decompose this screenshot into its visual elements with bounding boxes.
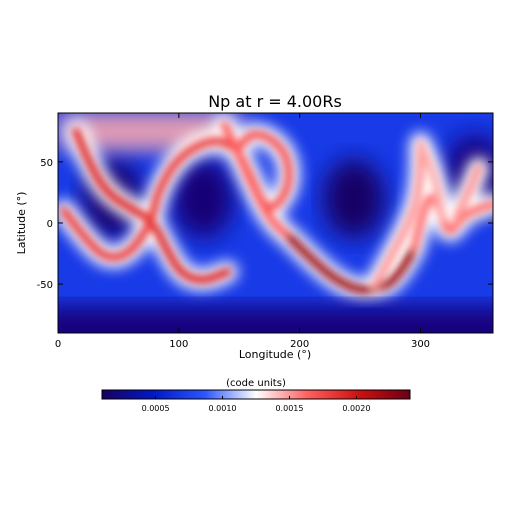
y-tick-label: 0 — [47, 219, 53, 230]
x-tick-label: 300 — [411, 339, 430, 350]
ridge-core — [370, 139, 425, 291]
colorbar-ticks: 0.0005 0.0010 0.0015 0.0020 — [142, 396, 370, 413]
low-density-region — [172, 158, 234, 239]
chart-title: Np at r = 4.00Rs — [208, 92, 342, 111]
colorbar-tick-label: 0.0010 — [209, 404, 237, 413]
ridge-core — [410, 193, 493, 252]
ridge-core — [60, 137, 241, 262]
low-density-region — [323, 158, 385, 239]
ridge-core — [286, 233, 419, 294]
colorbar-label: (code units) — [226, 378, 286, 389]
y-tick-label: 50 — [40, 158, 53, 169]
x-tick-label: 100 — [169, 339, 188, 350]
ridge-core — [220, 121, 294, 242]
x-axis-ticks: 0 100 200 300 — [55, 113, 430, 350]
x-tick-label: 0 — [55, 339, 61, 350]
y-axis-ticks: -50 0 50 — [37, 158, 493, 291]
colorbar-tick-label: 0.0005 — [142, 404, 170, 413]
x-axis-label: Longitude (°) — [239, 348, 311, 361]
x-tick-label: 200 — [290, 339, 309, 350]
colorbar — [101, 389, 411, 400]
ridge-cores — [60, 121, 493, 294]
ridge-core — [452, 164, 483, 221]
colorbar-tick-label: 0.0015 — [275, 404, 303, 413]
ridge-core — [416, 139, 447, 221]
heatmap — [58, 113, 493, 333]
y-tick-label: -50 — [37, 280, 53, 291]
y-axis-label: Latitude (°) — [15, 192, 28, 255]
south-polar-low-band — [58, 306, 493, 333]
colorbar-tick-label: 0.0020 — [342, 404, 370, 413]
